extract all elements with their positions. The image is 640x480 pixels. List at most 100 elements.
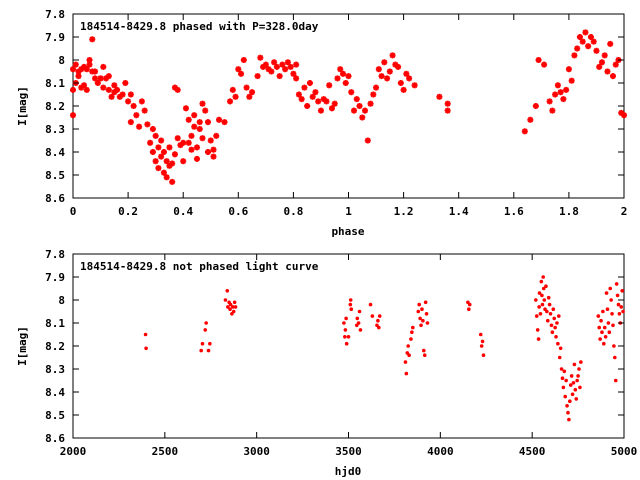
phased-data-point	[287, 63, 294, 70]
phased-data-point	[180, 158, 187, 165]
unphased-data-point	[612, 344, 616, 348]
unphased-data-point	[540, 302, 545, 307]
phased-data-point	[301, 84, 308, 91]
phased-data-point	[582, 29, 589, 36]
unphased-x-tick-label: 4500	[519, 445, 546, 458]
phased-data-point	[127, 119, 134, 126]
unphased-y-ticks: 7.8 7.9 8 8.1 8.2 8.3 8.4 8.5 8.6	[45, 248, 624, 445]
unphased-data-point	[467, 307, 471, 312]
phased-data-point	[160, 169, 167, 176]
phased-data-point	[122, 80, 129, 86]
phased-data-point	[521, 128, 528, 135]
phased-y-tick-label: 8.5	[45, 169, 65, 182]
unphased-data-point	[549, 323, 554, 328]
unphased-data-point	[481, 353, 486, 358]
phased-x-axis-label: phase	[331, 225, 364, 238]
unphased-data-point	[419, 323, 423, 328]
phased-data-point	[262, 61, 269, 68]
unphased-x-tick-label: 2500	[152, 445, 179, 458]
phased-data-point	[370, 91, 377, 98]
unphased-data-point	[611, 323, 615, 328]
unphased-data-point	[537, 305, 541, 309]
unphased-data-point	[208, 341, 212, 346]
phased-x-tick-label: 0.2	[118, 205, 138, 218]
phased-y-tick-label: 8.1	[45, 77, 65, 90]
phased-data-point	[166, 144, 173, 151]
unphased-data-point	[417, 302, 422, 307]
unphased-data-point	[534, 314, 539, 318]
phased-data-point	[169, 160, 176, 167]
unphased-data-point	[479, 344, 484, 348]
unphased-data-point	[567, 417, 571, 422]
phased-data-point	[240, 57, 247, 63]
phased-data-point	[141, 107, 148, 114]
unphased-data-point	[344, 341, 349, 346]
phased-data-point	[328, 105, 335, 112]
unphased-data-point	[537, 291, 542, 295]
unphased-data-point	[376, 318, 380, 323]
unphased-data-point	[545, 318, 550, 323]
phased-data-point	[171, 151, 178, 158]
phased-data-point	[351, 107, 358, 114]
unphased-data-point	[603, 335, 608, 339]
unphased-data-point	[344, 316, 348, 321]
unphased-data-point	[404, 371, 409, 376]
unphased-data-point	[615, 293, 620, 298]
phased-data-point	[94, 80, 101, 86]
phased-data-point	[373, 84, 380, 91]
phased-data-point	[229, 86, 236, 93]
unphased-data-point	[601, 309, 605, 314]
phased-data-point	[70, 112, 76, 119]
unphased-data-point	[602, 325, 607, 330]
phased-data-point	[601, 52, 608, 59]
phased-data-point	[111, 82, 118, 89]
unphased-data-point	[203, 328, 208, 332]
unphased-y-tick-label: 8.6	[45, 432, 65, 445]
unphased-data-point	[368, 302, 373, 307]
phased-data-point	[395, 63, 402, 70]
phased-data-point	[337, 66, 344, 73]
phased-data-point	[182, 105, 189, 112]
unphased-data-point	[349, 307, 354, 312]
phased-data-point	[130, 103, 137, 109]
unphased-data-point	[228, 307, 232, 312]
phased-y-tick-label: 8.3	[45, 123, 65, 136]
phased-data-point	[607, 40, 614, 47]
unphased-data-point	[480, 339, 485, 344]
unphased-y-tick-label: 8.1	[45, 317, 65, 330]
phased-data-point	[75, 73, 82, 80]
phased-data-point	[207, 137, 214, 144]
phased-data-point	[204, 149, 211, 155]
unphased-data-point	[358, 328, 363, 332]
phased-data-point	[163, 174, 170, 181]
phased-data-point	[309, 93, 316, 100]
phased-data-point	[579, 38, 586, 45]
phased-data-point	[191, 112, 198, 119]
phased-data-point	[560, 96, 567, 103]
phased-data-point	[290, 70, 297, 77]
phased-data-point	[345, 73, 352, 80]
unphased-y-tick-label: 7.8	[45, 248, 65, 261]
phased-data-point	[133, 112, 140, 119]
unphased-y-tick-label: 8	[58, 294, 65, 307]
phased-x-tick-label: 0.4	[173, 205, 193, 218]
unphased-data-point	[421, 318, 425, 323]
phased-data-point	[238, 70, 245, 77]
phased-data-point	[546, 98, 553, 105]
phased-data-point	[364, 137, 371, 144]
phased-data-point	[196, 126, 203, 132]
unphased-data-point	[548, 312, 553, 316]
unphased-data-point	[610, 312, 614, 316]
phased-data-point	[541, 61, 548, 68]
unphased-data-point	[357, 309, 362, 314]
phased-y-axis-label: I[mag]	[16, 86, 29, 126]
phased-data-point	[174, 86, 181, 93]
phased-data-point	[119, 91, 126, 98]
phased-data-point	[89, 36, 96, 43]
unphased-data-point	[547, 302, 552, 307]
phased-data-point	[397, 80, 404, 86]
unphased-data-point	[613, 378, 618, 383]
unphased-data-point	[563, 394, 568, 399]
phased-data-point	[527, 116, 534, 123]
